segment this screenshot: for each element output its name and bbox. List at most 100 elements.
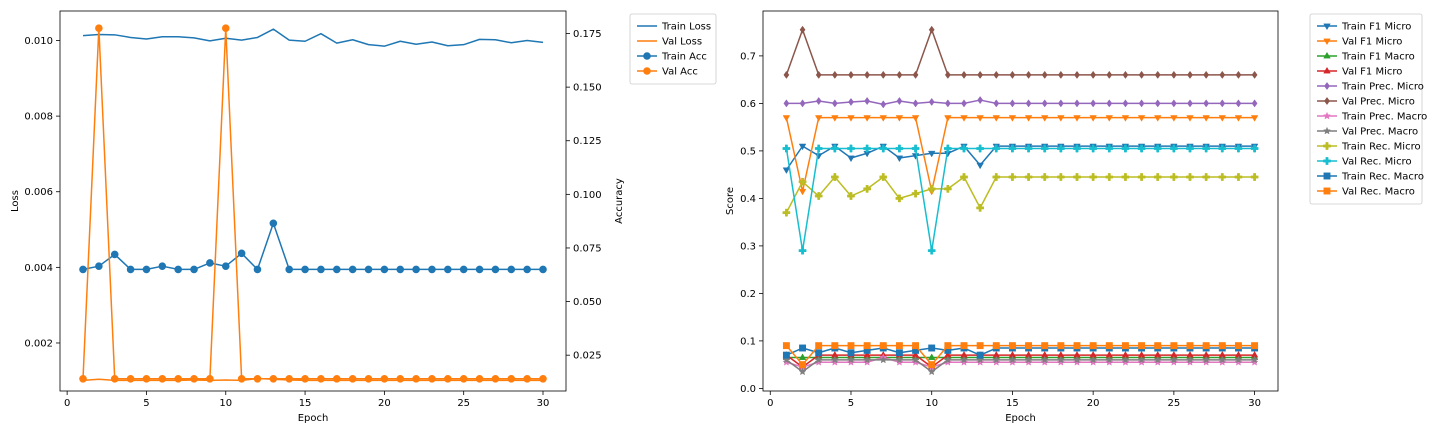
data-point bbox=[1137, 358, 1146, 366]
data-point bbox=[895, 194, 904, 203]
data-point bbox=[1089, 173, 1097, 181]
data-point bbox=[847, 144, 855, 153]
data-point bbox=[380, 265, 389, 274]
data-point bbox=[944, 70, 951, 79]
y2-tick-label: 0.050 bbox=[573, 297, 602, 308]
score-chart: 0 5 10 15 20 25 30 0.0 0.1 0.2 0.3 0.4 0.5 0.6 0.7 Epoc… bbox=[725, 10, 1427, 424]
data-point bbox=[1073, 144, 1081, 153]
x-tick-label: 25 bbox=[457, 398, 470, 409]
legend-label: Train Prec. Macro bbox=[1341, 112, 1427, 123]
data-point bbox=[863, 115, 871, 122]
data-point bbox=[977, 70, 984, 79]
data-point bbox=[1121, 173, 1130, 181]
data-point bbox=[976, 358, 985, 366]
data-point bbox=[864, 96, 871, 106]
data-point bbox=[110, 374, 119, 383]
data-point bbox=[1235, 70, 1242, 79]
data-point bbox=[976, 204, 984, 212]
data-point bbox=[412, 374, 420, 383]
data-point bbox=[960, 173, 968, 181]
legend-label: Val Acc bbox=[662, 67, 698, 78]
data-point bbox=[1203, 70, 1210, 79]
data-point bbox=[831, 342, 839, 350]
data-point bbox=[1025, 342, 1033, 350]
data-point bbox=[863, 355, 872, 364]
data-point bbox=[944, 99, 951, 108]
data-point bbox=[895, 358, 904, 366]
data-point bbox=[1218, 358, 1227, 366]
data-point bbox=[880, 100, 887, 109]
data-point bbox=[782, 342, 790, 350]
data-point bbox=[960, 115, 968, 122]
data-point bbox=[1121, 115, 1130, 122]
data-point bbox=[847, 155, 855, 163]
data-point bbox=[1072, 355, 1082, 364]
y-tick-label: 0.010 bbox=[24, 36, 53, 47]
series-train-prec-micro-4 bbox=[783, 96, 1258, 109]
data-point bbox=[1154, 342, 1162, 350]
data-point bbox=[1137, 355, 1146, 364]
y-tick-label: 0.0 bbox=[740, 384, 756, 395]
data-point bbox=[1251, 99, 1258, 108]
y2-axis-label: Accuracy bbox=[614, 178, 625, 224]
plot-frame bbox=[762, 10, 1279, 392]
data-point bbox=[539, 265, 547, 274]
data-point bbox=[1105, 358, 1114, 366]
data-point bbox=[142, 265, 151, 274]
data-point bbox=[380, 374, 389, 383]
data-point bbox=[428, 265, 436, 274]
data-point bbox=[976, 355, 985, 364]
data-point bbox=[863, 342, 871, 350]
data-point bbox=[1008, 355, 1017, 364]
legend-label: Train F1 Micro bbox=[1341, 22, 1411, 33]
data-point bbox=[1008, 358, 1017, 366]
data-point bbox=[1250, 173, 1259, 181]
x-axis-label: Epoch bbox=[1005, 413, 1036, 424]
series-line-train-loss-0 bbox=[82, 28, 544, 47]
data-point bbox=[927, 246, 936, 255]
data-point bbox=[174, 265, 182, 274]
y2-tick-label: 0.175 bbox=[573, 29, 602, 40]
data-point bbox=[992, 355, 1001, 364]
data-point bbox=[1202, 144, 1211, 153]
data-point bbox=[960, 144, 968, 153]
y-tick-label: 0.006 bbox=[24, 187, 53, 198]
legend: Train Loss Val Loss Train Acc Val Acc bbox=[629, 13, 717, 85]
data-point bbox=[976, 115, 984, 122]
data-point bbox=[79, 265, 87, 274]
data-point bbox=[1138, 342, 1146, 350]
x-tick-label: 15 bbox=[299, 398, 312, 409]
data-point bbox=[1170, 115, 1178, 122]
series-line-train-f1-micro-0 bbox=[785, 145, 1255, 171]
y-tick-label: 0.4 bbox=[740, 194, 756, 205]
data-point bbox=[1170, 99, 1177, 108]
data-point bbox=[301, 374, 309, 383]
data-point bbox=[348, 374, 357, 383]
data-point bbox=[444, 374, 452, 383]
data-point bbox=[993, 99, 1000, 108]
data-point bbox=[815, 96, 822, 106]
legend-marker bbox=[1322, 126, 1332, 135]
data-point bbox=[1024, 358, 1033, 366]
data-point bbox=[1057, 115, 1065, 122]
data-point bbox=[1250, 358, 1259, 366]
data-point bbox=[798, 246, 807, 255]
x-tick-label: 25 bbox=[1168, 398, 1181, 409]
data-point bbox=[237, 249, 246, 258]
series-train-acc-2 bbox=[79, 219, 547, 274]
data-point bbox=[174, 374, 182, 383]
data-point bbox=[1121, 144, 1130, 153]
legend-marker bbox=[1323, 51, 1331, 59]
data-point bbox=[846, 358, 856, 366]
data-point bbox=[1105, 355, 1114, 364]
data-point bbox=[1073, 115, 1081, 122]
data-point bbox=[1218, 342, 1226, 350]
data-point bbox=[1170, 342, 1178, 350]
data-point bbox=[846, 355, 856, 364]
data-point bbox=[976, 144, 984, 153]
data-point bbox=[332, 265, 341, 274]
data-point bbox=[927, 150, 936, 158]
data-point bbox=[1234, 115, 1243, 122]
data-point bbox=[1169, 358, 1178, 366]
